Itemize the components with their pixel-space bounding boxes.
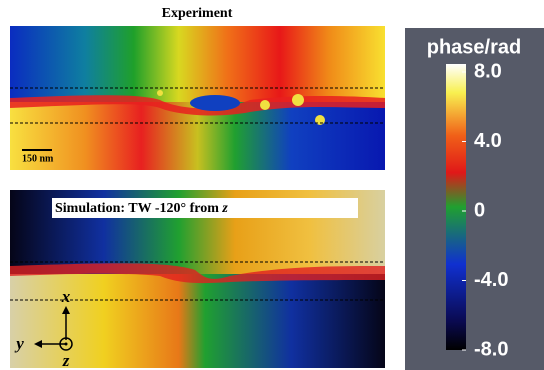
colorbar	[446, 64, 466, 350]
axis-label: x	[61, 287, 71, 306]
simulation-image	[10, 190, 385, 368]
colorbar-tick-label: 8.0	[474, 60, 502, 82]
axis-label: y	[14, 334, 24, 353]
colorbar-ticks: 8.0 4.0 0 -4.0 -8.0	[462, 60, 508, 360]
axis-label: z	[62, 351, 70, 370]
colorbar-title: phase/rad	[427, 36, 521, 58]
colorbar-tick-label: -8.0	[474, 338, 508, 360]
colorbar-panel	[405, 28, 544, 370]
colorbar-tick-label: 4.0	[474, 130, 502, 152]
colorbar-tick-label: 0	[474, 199, 485, 221]
scale-bar-label: 150 nm	[22, 153, 54, 164]
colorbar-tick-label: -4.0	[474, 269, 508, 291]
panel-title: Experiment	[162, 6, 233, 21]
experiment-image	[10, 26, 385, 170]
panel-title: Simulation: TW -120° from z	[55, 201, 228, 216]
